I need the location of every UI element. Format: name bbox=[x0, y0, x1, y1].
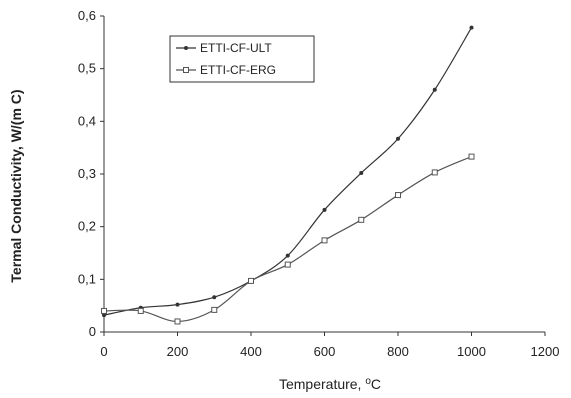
legend-entry: ETTI-CF-ULT bbox=[176, 41, 272, 55]
x-axis-title-unit: C bbox=[371, 376, 381, 392]
data-point bbox=[432, 87, 437, 92]
series-line bbox=[103, 156, 472, 323]
data-point bbox=[248, 277, 254, 284]
legend: ETTI-CF-ULT ETTI-CF-ERG bbox=[169, 35, 315, 83]
series-layer bbox=[101, 25, 475, 325]
data-point bbox=[137, 307, 144, 314]
data-point bbox=[211, 306, 218, 313]
data-point bbox=[321, 237, 328, 244]
legend-label: ETTI-CF-ULT bbox=[200, 41, 272, 55]
x-axis-title-main: Temperature, bbox=[279, 376, 365, 392]
x-tick-label: 600 bbox=[314, 344, 336, 359]
y-tick-label: 0 bbox=[89, 324, 96, 339]
legend-swatch-marker bbox=[184, 46, 188, 50]
x-axis-title-degree: o bbox=[365, 376, 371, 387]
data-point bbox=[322, 207, 327, 212]
x-axis-title: Temperature, oC bbox=[279, 376, 381, 392]
y-tick-label: 0,3 bbox=[78, 166, 96, 181]
x-axis-ticks: 0 200 400 600 800 1000 1200 bbox=[100, 332, 559, 359]
data-point bbox=[469, 25, 474, 30]
data-point bbox=[285, 253, 290, 258]
y-axis-title: Termal Conductivity, W/(m C) bbox=[8, 89, 24, 282]
data-point bbox=[284, 261, 291, 268]
y-tick-label: 0,4 bbox=[78, 113, 96, 128]
x-tick-label: 0 bbox=[100, 344, 107, 359]
data-point bbox=[468, 153, 475, 160]
data-point bbox=[174, 318, 181, 325]
x-tick-label: 800 bbox=[387, 344, 409, 359]
y-tick-label: 0,5 bbox=[78, 61, 96, 76]
data-point bbox=[396, 136, 400, 141]
data-point bbox=[175, 302, 180, 307]
data-point bbox=[101, 307, 107, 314]
data-point bbox=[395, 192, 401, 199]
legend-box bbox=[169, 35, 315, 83]
y-tick-label: 0,1 bbox=[78, 271, 96, 286]
y-tick-label: 0,6 bbox=[78, 8, 96, 23]
data-point bbox=[359, 170, 364, 175]
data-point bbox=[212, 295, 217, 300]
legend-label: ETTI-CF-ERG bbox=[200, 63, 276, 77]
data-point bbox=[431, 169, 438, 176]
x-tick-label: 1200 bbox=[531, 344, 560, 359]
legend-swatch-marker bbox=[183, 67, 189, 73]
x-tick-label: 200 bbox=[167, 344, 189, 359]
series-etti-cf-erg bbox=[101, 153, 475, 325]
x-tick-label: 1000 bbox=[457, 344, 486, 359]
y-axis-ticks: 0 0,1 0,2 0,3 0,4 0,5 0,6 bbox=[78, 8, 104, 339]
data-point bbox=[358, 216, 365, 223]
data-point bbox=[102, 313, 106, 318]
y-tick-label: 0,2 bbox=[78, 219, 96, 234]
legend-entry: ETTI-CF-ERG bbox=[176, 63, 276, 77]
x-tick-label: 400 bbox=[240, 344, 262, 359]
